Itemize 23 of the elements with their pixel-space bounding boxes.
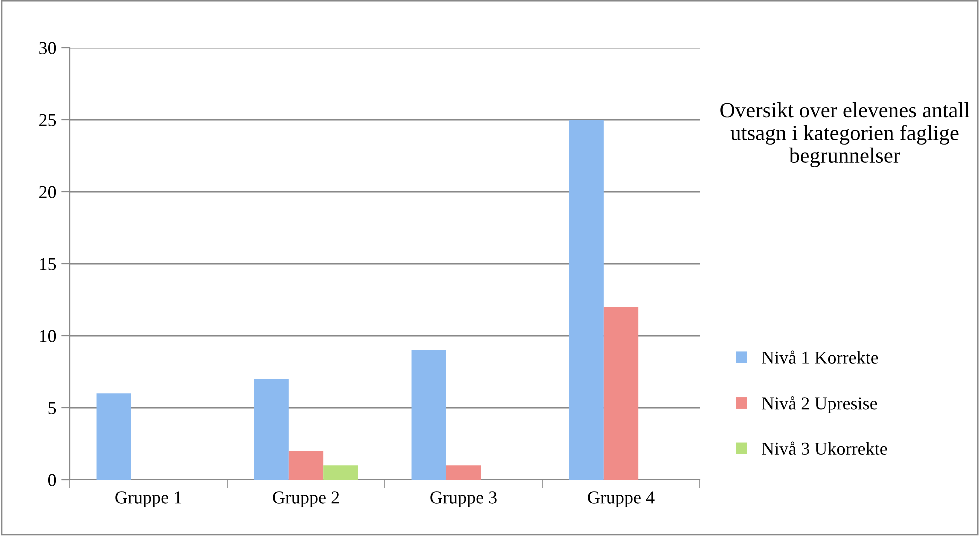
text: Oversikt over elevenes antall utsagn i kategorien faglige begrunnelser (720, 102, 970, 168)
bar (324, 466, 358, 480)
legend-label: Nivå 2 Upresise (762, 396, 878, 414)
y-tick-label: 20 (40, 186, 56, 198)
bar (446, 466, 482, 480)
x-tick-label: Gruppe 3 (430, 492, 497, 508)
y-tick-label: 5 (48, 402, 56, 414)
y-tick-label: 15 (40, 258, 56, 270)
x-tick-label: Gruppe 4 (588, 492, 655, 508)
bar (254, 379, 289, 480)
legend-label: Nivå 1 Korrekte (762, 350, 878, 364)
bar (288, 451, 324, 480)
x-tick-label: Gruppe 2 (273, 492, 340, 508)
y-tick-label: 30 (40, 42, 56, 54)
y-tick-label: 10 (40, 330, 56, 342)
legend-label: Nivå 3 Ukorrekte (762, 442, 888, 456)
bar (96, 394, 132, 480)
y-tick-label: 0 (48, 474, 56, 486)
bar (569, 120, 604, 480)
x-tick-label: Gruppe 1 (116, 492, 182, 508)
bar (412, 350, 446, 480)
bar (604, 307, 639, 480)
y-tick-label: 25 (40, 114, 56, 126)
